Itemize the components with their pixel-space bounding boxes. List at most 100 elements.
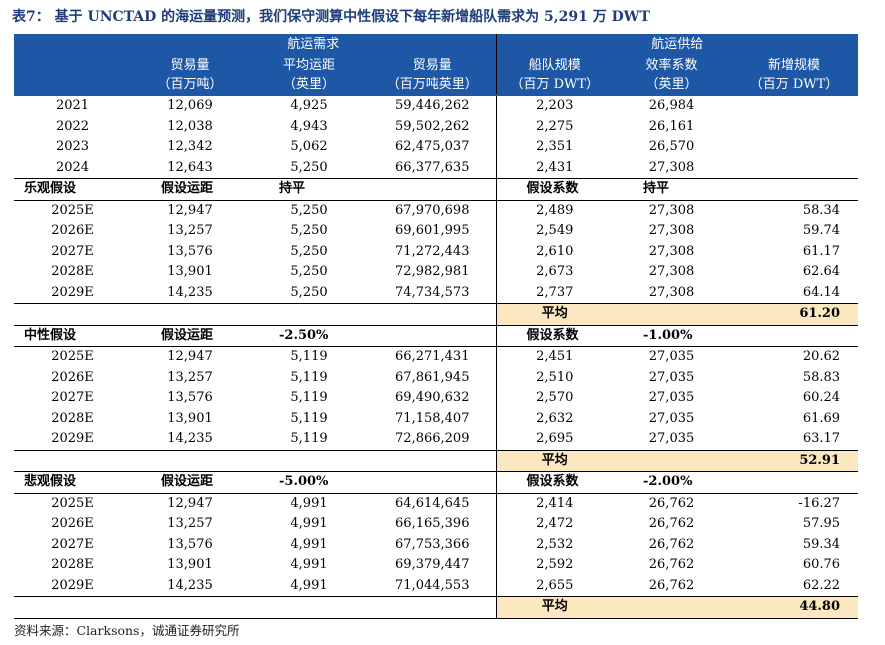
efficiency-cell: 26,762 [648,495,695,511]
year-cell: 2029E [51,577,94,593]
assumed-coefficient-value: 持平 [613,178,731,201]
tonne-miles-cell: 71,044,553 [395,577,470,593]
assumed-distance-label: 假设运距 [131,471,249,494]
empty-cell [131,303,249,326]
fleet-size-cell: 2,737 [495,282,614,304]
trade-volume-cell: 14,235 [167,577,213,593]
header-group-demand: 航运需求 [131,34,497,56]
table-row: 2028E 13,901 5,119 71,158,407 2,632 27,035 61.… [14,408,858,429]
new-capacity-cell: -16.27 [798,495,841,511]
fleet-size-cell: 2,414 [495,493,614,514]
fleet-size-cell: 2,695 [495,429,614,450]
efficiency-cell: 27,035 [648,349,695,365]
avg-distance-cell: 5,119 [290,431,328,447]
average-label: 平均 [495,596,614,619]
table-row: 2026E 13,257 5,250 69,601,995 2,549 27,308 59.… [14,221,858,242]
assumed-coefficient-label: 假设系数 [495,324,614,347]
empty-cell [369,178,497,201]
fleet-size-cell: 2,489 [495,200,614,221]
fleet-size-cell: 2,673 [495,262,614,283]
new-capacity-cell: 60.24 [802,390,841,406]
new-capacity-cell [730,95,858,117]
efficiency-cell: 27,308 [648,243,695,259]
efficiency-cell: 26,762 [648,577,695,593]
empty-cell [369,471,497,494]
new-capacity-cell: 61.69 [802,410,841,426]
avg-distance-cell: 4,991 [290,495,328,511]
new-capacity-cell [730,117,858,138]
empty-cell [369,303,497,326]
source-note: 资料来源：Clarksons，诚通证券研究所 [14,623,240,638]
assumed-distance-label: 假设运距 [131,178,249,201]
header-corner [14,34,131,56]
year-cell: 2028E [51,557,94,573]
new-capacity-cell: 59.74 [802,223,841,239]
avg-distance-cell: 5,119 [290,369,328,385]
scenario-header-row: 乐观假设 假设运距 持平 假设系数 持平 [14,178,859,201]
tonne-miles-cell: 66,271,431 [395,349,470,365]
empty-cell [730,178,859,201]
year-cell: 2021 [55,98,90,114]
table-row: 2025E 12,947 5,119 66,271,431 2,451 27,035 20.… [14,346,858,368]
trade-volume-cell: 13,257 [167,516,213,532]
empty-cell [730,471,859,494]
average-label: 平均 [495,449,614,472]
average-value: 61.20 [730,303,859,326]
trade-volume-cell: 14,235 [167,431,213,447]
trade-volume-cell: 13,257 [167,369,213,385]
new-capacity-cell [730,137,858,158]
avg-distance-cell: 4,991 [290,577,328,593]
assumed-coefficient-value: -1.00% [613,324,731,347]
table-row: 2024 12,643 5,250 66,377,635 2,431 27,308 [14,157,858,179]
fleet-size-cell: 2,570 [495,388,614,409]
table-row: 2026E 13,257 5,119 67,861,945 2,510 27,035 58.… [14,367,858,388]
avg-distance-cell: 4,991 [290,536,328,552]
fleet-size-cell: 2,549 [495,221,614,242]
empty-cell [613,449,731,472]
table-row: 2021 12,069 4,925 59,446,262 2,203 26,984 [14,95,858,117]
year-cell: 2026E [51,516,94,532]
assumed-coefficient-label: 假设系数 [495,471,614,494]
tonne-miles-cell: 67,861,945 [395,369,470,385]
header-corner-3 [14,75,131,96]
year-cell: 2024 [55,159,90,175]
year-cell: 2027E [51,390,94,406]
trade-volume-cell: 12,947 [167,202,213,218]
efficiency-cell: 26,762 [648,536,695,552]
average-value: 52.91 [730,449,859,472]
new-capacity-cell: 59.34 [802,536,841,552]
header-avg-distance: 平均运距 [249,56,369,75]
fleet-size-cell: 2,351 [495,137,614,158]
fleet-size-cell: 2,610 [495,241,614,262]
trade-volume-cell: 13,576 [167,243,213,259]
efficiency-cell: 27,308 [648,202,695,218]
fleet-size-cell: 2,451 [495,346,614,368]
header-avg-distance-unit: （英里） [249,75,369,96]
header-col-row-1: 贸易量 平均运距 贸易量 船队规模 效率系数 新增规模 [14,56,859,75]
fleet-size-cell: 2,632 [495,408,614,429]
table-row: 2029E 14,235 4,991 71,044,553 2,655 26,762 62.… [14,575,858,597]
header-trade-volume: 贸易量 [131,56,249,75]
year-cell: 2027E [51,536,94,552]
header-fleet-size-unit: （百万 DWT） [495,75,614,96]
avg-distance-cell: 5,250 [290,202,328,218]
fleet-size-cell: 2,655 [495,575,614,597]
trade-volume-cell: 13,257 [167,223,213,239]
new-capacity-cell: 64.14 [802,284,841,300]
year-cell: 2026E [51,223,94,239]
empty-cell [613,303,731,326]
tonne-miles-cell: 66,165,396 [395,516,470,532]
avg-distance-cell: 5,119 [290,410,328,426]
fleet-size-cell: 2,532 [495,534,614,555]
tonne-miles-cell: 67,970,698 [395,202,470,218]
new-capacity-cell: 60.76 [802,557,841,573]
trade-volume-cell: 13,901 [167,557,213,573]
trade-volume-cell: 13,901 [167,264,213,280]
avg-distance-cell: 5,119 [290,390,328,406]
avg-distance-cell: 4,943 [290,118,328,134]
avg-distance-cell: 4,991 [290,557,328,573]
table-title: 表7： 基于 UNCTAD 的海运量预测，我们保守测算中性假设下每年新增船队需求… [12,9,650,25]
efficiency-cell: 27,035 [648,431,695,447]
year-cell: 2029E [51,284,94,300]
average-row: 平均 44.80 [14,596,859,619]
